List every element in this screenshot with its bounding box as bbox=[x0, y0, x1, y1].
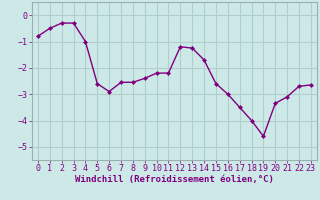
X-axis label: Windchill (Refroidissement éolien,°C): Windchill (Refroidissement éolien,°C) bbox=[75, 175, 274, 184]
